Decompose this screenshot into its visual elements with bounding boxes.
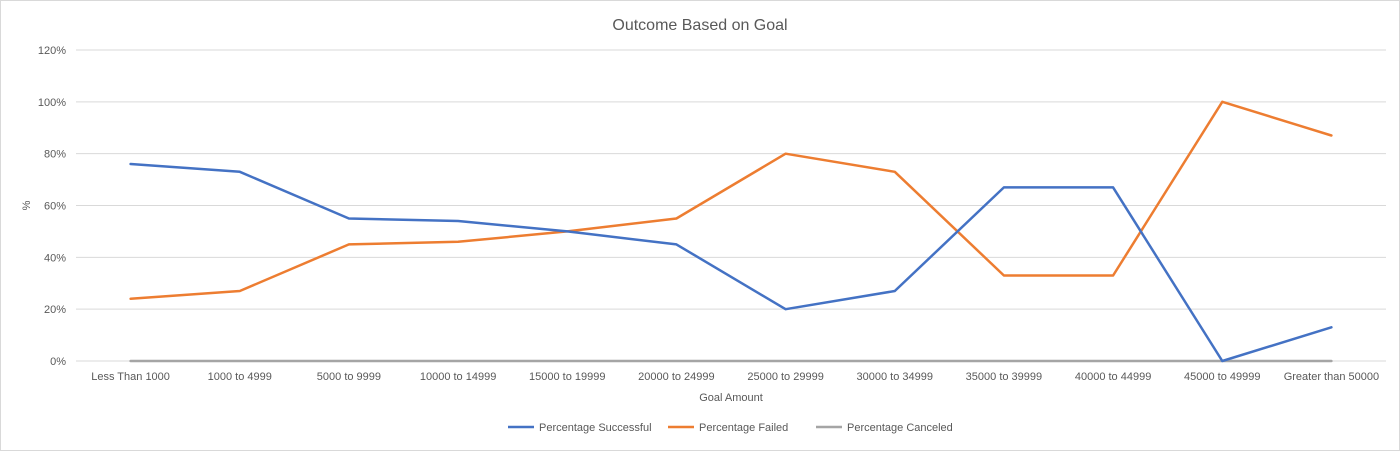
x-tick-label: 15000 to 19999	[529, 371, 605, 383]
y-tick-label: 120%	[38, 45, 66, 57]
y-tick-label: 60%	[44, 201, 66, 213]
x-tick-label: 1000 to 4999	[208, 371, 272, 383]
gridlines	[76, 49, 1386, 362]
chart-title: Outcome Based on Goal	[612, 17, 787, 34]
y-tick-label: 40%	[44, 252, 66, 264]
x-tick-label: 30000 to 34999	[857, 371, 933, 383]
y-tick-label: 80%	[44, 149, 66, 161]
y-tick-label: 0%	[50, 356, 66, 368]
x-tick-label: 5000 to 9999	[317, 371, 381, 383]
x-axis-title: Goal Amount	[699, 392, 763, 404]
legend: Percentage Successful Percentage Failed Pe…	[508, 422, 953, 434]
x-axis-ticks: Less Than 1000 1000 to 4999 5000 to 9999 10…	[91, 371, 1379, 383]
legend-label-0: Percentage Successful	[539, 422, 652, 434]
legend-label-1: Percentage Failed	[699, 422, 788, 434]
x-tick-label: Greater than 50000	[1284, 371, 1379, 383]
y-tick-label: 100%	[38, 97, 66, 109]
series-line-1	[129, 100, 1333, 301]
series-lines	[129, 100, 1333, 363]
x-tick-label: 45000 to 49999	[1184, 371, 1260, 383]
x-tick-label: 40000 to 44999	[1075, 371, 1151, 383]
x-tick-label: 35000 to 39999	[966, 371, 1042, 383]
x-tick-label: 25000 to 29999	[747, 371, 823, 383]
x-tick-label: 10000 to 14999	[420, 371, 496, 383]
x-tick-label: 20000 to 24999	[638, 371, 714, 383]
y-axis-ticks: 0% 20% 40% 60% 80% 100% 120%	[38, 45, 66, 368]
y-axis-title: %	[21, 200, 33, 210]
y-tick-label: 20%	[44, 304, 66, 316]
x-tick-label: Less Than 1000	[91, 371, 170, 383]
legend-label-2: Percentage Canceled	[847, 422, 953, 434]
series-line-0	[129, 162, 1333, 363]
